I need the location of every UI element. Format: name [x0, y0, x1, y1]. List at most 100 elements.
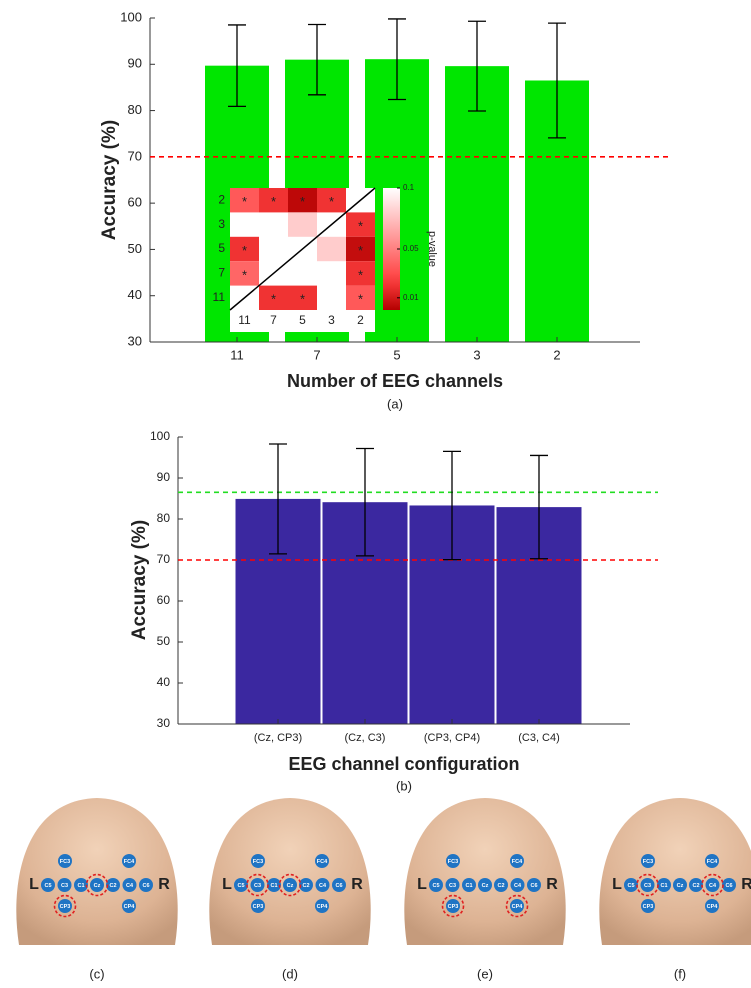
col-label: 3: [328, 313, 335, 327]
electrode-label: CP3: [60, 904, 71, 910]
panel-caption: (d): [282, 966, 298, 981]
significance-star: *: [358, 292, 363, 307]
electrode-label: C5: [432, 883, 439, 889]
panel-caption: (a): [387, 396, 403, 411]
significance-star: *: [242, 243, 247, 258]
electrode-label: C3: [254, 883, 261, 889]
x-tick-label: (CP3, CP4): [424, 732, 480, 744]
electrode-label: Cz: [482, 883, 489, 889]
y-tick-label: 30: [128, 333, 142, 348]
electrode-label: C6: [142, 883, 149, 889]
significance-star: *: [300, 292, 305, 307]
row-label: 5: [218, 241, 225, 255]
electrode-label: FC4: [124, 859, 135, 865]
x-axis-title: Number of EEG channels: [287, 371, 503, 391]
significance-star: *: [271, 292, 276, 307]
electrode-label: FC4: [707, 859, 718, 865]
y-tick-label: 90: [128, 56, 142, 71]
x-tick-label: 3: [473, 347, 480, 362]
electrode-label: FC3: [448, 859, 458, 865]
electrode-label: C5: [237, 883, 244, 889]
electrode-label: Cz: [677, 883, 684, 889]
side-label: R: [158, 876, 170, 893]
electrode-label: FC3: [253, 859, 263, 865]
colorbar-label: p-value: [426, 231, 438, 267]
col-label: 2: [357, 313, 364, 327]
colorbar-tick-label: 0.01: [403, 293, 419, 302]
electrode-label: C4: [319, 883, 327, 889]
electrode-label: CP4: [512, 904, 524, 910]
electrode-label: C1: [77, 883, 84, 889]
head: [404, 798, 565, 945]
side-label: R: [351, 876, 363, 893]
head: [599, 798, 751, 945]
significance-star: *: [242, 267, 247, 282]
electrode-label: C4: [126, 883, 134, 889]
electrode-label: C2: [497, 883, 504, 889]
row-label: 2: [218, 192, 225, 206]
electrode-label: C1: [465, 883, 472, 889]
x-tick-label: (C3, C4): [518, 732, 560, 744]
significance-star: *: [242, 194, 247, 209]
row-label: 11: [213, 290, 226, 304]
electrode-label: FC4: [512, 859, 523, 865]
panel-caption: (f): [674, 966, 686, 981]
electrode-label: C6: [335, 883, 342, 889]
y-tick-label: 40: [157, 675, 171, 689]
side-label: L: [417, 876, 427, 893]
significance-star: *: [329, 194, 334, 209]
electrode-label: CP4: [707, 904, 719, 910]
y-tick-label: 80: [128, 102, 142, 117]
panel-caption: (b): [396, 778, 412, 793]
electrode-label: Cz: [287, 883, 294, 889]
row-label: 3: [218, 217, 225, 231]
y-tick-label: 60: [128, 195, 142, 210]
heatmap-cell: [288, 212, 317, 236]
page: {"chart_data": [ {"type": "bar", "captio…: [0, 0, 751, 988]
electrode-label: Cz: [94, 883, 101, 889]
electrode-label: C5: [44, 883, 51, 889]
electrode-label: C4: [514, 883, 522, 889]
colorbar-tick-label: 0.05: [403, 244, 419, 253]
y-tick-label: 80: [157, 511, 171, 525]
x-tick-label: 7: [313, 347, 320, 362]
electrode-label: C2: [109, 883, 116, 889]
y-tick-label: 30: [157, 716, 171, 730]
electrode-label: C3: [449, 883, 456, 889]
col-label: 5: [299, 313, 306, 327]
electrode-label: C1: [660, 883, 667, 889]
significance-star: *: [358, 218, 363, 233]
side-label: L: [222, 876, 232, 893]
head: [16, 798, 177, 945]
y-axis-title: Accuracy (%): [129, 520, 150, 640]
x-tick-label: (Cz, C3): [345, 732, 386, 744]
significance-star: *: [358, 267, 363, 282]
significance-star: *: [358, 243, 363, 258]
electrode-label: CP3: [448, 904, 459, 910]
head: [209, 798, 370, 945]
electrode-label: CP4: [124, 904, 136, 910]
side-label: R: [546, 876, 558, 893]
electrode-label: C2: [302, 883, 309, 889]
x-axis-title: EEG channel configuration: [288, 754, 519, 774]
y-tick-label: 100: [120, 9, 142, 24]
electrode-label: FC4: [317, 859, 328, 865]
y-tick-label: 50: [128, 241, 142, 256]
electrode-label: C2: [692, 883, 699, 889]
electrode-label: C3: [61, 883, 68, 889]
col-label: 7: [270, 313, 277, 327]
electrode-label: C4: [709, 883, 717, 889]
y-tick-label: 50: [157, 634, 171, 648]
electrode-label: C6: [725, 883, 732, 889]
electrode-label: C3: [644, 883, 651, 889]
colorbar-tick-label: 0.1: [403, 183, 415, 192]
electrode-label: CP4: [317, 904, 329, 910]
col-label: 11: [238, 313, 251, 327]
row-label: 7: [218, 266, 225, 280]
significance-star: *: [271, 194, 276, 209]
x-tick-label: 11: [230, 347, 244, 362]
electrode-label: C6: [530, 883, 537, 889]
y-tick-label: 100: [150, 429, 170, 443]
x-tick-label: 5: [393, 347, 400, 362]
y-tick-label: 60: [157, 593, 171, 607]
